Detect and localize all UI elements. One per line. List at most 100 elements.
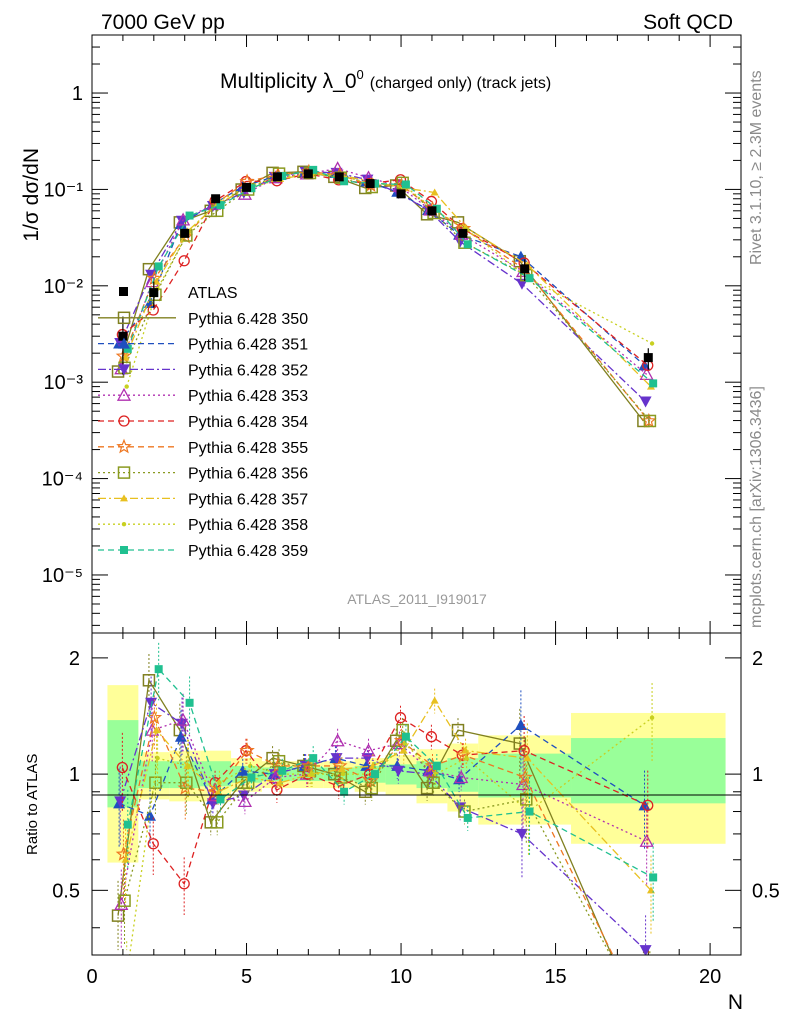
marker-small-dot bbox=[649, 715, 655, 720]
marker-small-triangle bbox=[152, 726, 161, 734]
marker-open-triangle bbox=[175, 712, 191, 726]
header-left: 7000 GeV pp bbox=[101, 11, 225, 34]
ratio-series bbox=[111, 653, 644, 955]
marker-filled-square bbox=[463, 813, 472, 822]
marker-open-circle bbox=[425, 731, 438, 743]
marker-open-triangle bbox=[392, 736, 407, 750]
marker-small-dot bbox=[464, 755, 469, 761]
marker-open-square bbox=[637, 414, 650, 428]
ratio-y-axis-label: Ratio to ATLAS bbox=[24, 754, 41, 855]
marker-filled-square bbox=[185, 698, 194, 707]
data-point bbox=[211, 194, 221, 204]
rivet-label: Rivet 3.1.10, ≥ 2.3M events bbox=[748, 70, 765, 265]
x-tick-label: 15 bbox=[544, 966, 566, 988]
ratio-y-tick-label: 1 bbox=[69, 764, 80, 786]
marker-open-triangle bbox=[116, 387, 132, 401]
marker-filled-square bbox=[154, 262, 163, 271]
marker-filled-square bbox=[401, 732, 410, 741]
marker-open-triangle bbox=[639, 833, 654, 847]
marker-filled-square bbox=[432, 204, 441, 213]
marker-small-triangle bbox=[430, 696, 439, 704]
marker-triangle-down bbox=[114, 796, 127, 808]
marker-open-circle bbox=[116, 761, 129, 774]
x-tick-label: 10 bbox=[390, 966, 412, 988]
main-series bbox=[124, 171, 655, 389]
y-tick-label: 10⁻¹ bbox=[44, 179, 84, 201]
data-point bbox=[272, 172, 282, 182]
marker-filled-square bbox=[185, 211, 194, 220]
y-tick-label: 10⁻⁴ bbox=[42, 469, 83, 491]
tick-labels: 0 5 10 15 20 10⁻⁵ 10⁻⁴ 10⁻³ 10⁻² 10⁻¹ 1 0.5 0.5 1 1 2 2 bbox=[42, 83, 780, 988]
marker-small-triangle bbox=[121, 855, 130, 863]
ratio-line bbox=[118, 724, 645, 817]
marker-filled-square bbox=[247, 184, 256, 193]
marker-filled-square bbox=[371, 770, 380, 779]
marker-open-square bbox=[117, 466, 131, 479]
legend: ATLAS Pythia 6.428 350 Pythia 6.428 351 Pyt… bbox=[98, 285, 308, 560]
legend-label-data: ATLAS bbox=[188, 285, 238, 302]
marker-filled-square bbox=[278, 172, 287, 181]
marker-open-square bbox=[180, 776, 193, 789]
marker-triangle-up bbox=[514, 719, 527, 731]
series-line bbox=[125, 173, 652, 388]
legend-label: Pythia 6.428 352 bbox=[188, 362, 308, 379]
x-tick-label: 5 bbox=[241, 966, 252, 988]
marker-filled-square bbox=[309, 165, 318, 174]
series-line bbox=[126, 173, 653, 387]
marker-open-triangle bbox=[330, 733, 345, 747]
marker-small-dot bbox=[309, 771, 315, 777]
marker-triangle-down bbox=[639, 396, 652, 408]
ratio-y-tick-label-right: 1 bbox=[752, 764, 763, 786]
marker-open-triangle bbox=[268, 770, 283, 784]
marker-filled-square bbox=[123, 820, 132, 829]
ratio-series bbox=[123, 642, 658, 922]
marker-filled-square bbox=[463, 240, 472, 249]
marker-triangle-down bbox=[515, 278, 528, 290]
ratio-line bbox=[123, 728, 612, 955]
ratio-line bbox=[119, 701, 647, 951]
marker-filled-square bbox=[247, 773, 256, 782]
marker-triangle-down bbox=[515, 828, 528, 840]
y-axis-label: 1/σ dσ/dN bbox=[20, 148, 43, 242]
x-tick-label: 0 bbox=[86, 966, 97, 988]
marker-open-square bbox=[520, 793, 533, 806]
marker-filled-square bbox=[216, 201, 225, 210]
mcplots-label: mcplots.cern.ch [arXiv:1306.3436] bbox=[748, 386, 765, 628]
legend-label: Pythia 6.428 354 bbox=[188, 414, 308, 431]
marker-small-triangle bbox=[461, 746, 470, 754]
legend-label: Pythia 6.428 357 bbox=[188, 491, 308, 508]
marker-small-dot bbox=[121, 522, 127, 527]
marker-filled-square bbox=[340, 177, 349, 186]
y-tick-label: 10⁻² bbox=[44, 276, 84, 298]
marker-open-triangle bbox=[639, 366, 654, 381]
marker-open-square bbox=[117, 311, 131, 325]
marker-star bbox=[239, 742, 255, 758]
main-series bbox=[123, 165, 658, 388]
marker-small-triangle bbox=[120, 494, 128, 502]
marker-open-triangle bbox=[423, 763, 438, 777]
legend-label: Pythia 6.428 358 bbox=[188, 517, 308, 534]
marker-open-circle bbox=[118, 415, 130, 427]
marker-open-circle bbox=[642, 799, 654, 812]
main-series bbox=[121, 169, 655, 390]
marker-filled-square bbox=[649, 379, 658, 388]
marker-open-square bbox=[210, 816, 224, 829]
band-inner bbox=[571, 738, 726, 804]
ratio-y-tick-label-right: 0.5 bbox=[752, 880, 780, 902]
marker-filled-square bbox=[120, 546, 128, 554]
marker-open-circle bbox=[178, 255, 190, 267]
marker-triangle-up bbox=[236, 764, 249, 776]
x-axis-label: N bbox=[728, 991, 743, 1014]
marker-open-triangle bbox=[454, 770, 469, 784]
marker-open-square bbox=[111, 909, 125, 922]
marker-small-triangle bbox=[399, 746, 408, 754]
marker-open-triangle bbox=[515, 777, 531, 791]
legend-data-marker bbox=[119, 287, 128, 296]
marker-triangle-up bbox=[118, 337, 130, 349]
marker-small-dot bbox=[124, 384, 129, 389]
ratio-line bbox=[124, 699, 652, 891]
marker-filled-square bbox=[278, 766, 287, 775]
data-point bbox=[118, 331, 128, 341]
marker-small-dot bbox=[155, 755, 160, 761]
